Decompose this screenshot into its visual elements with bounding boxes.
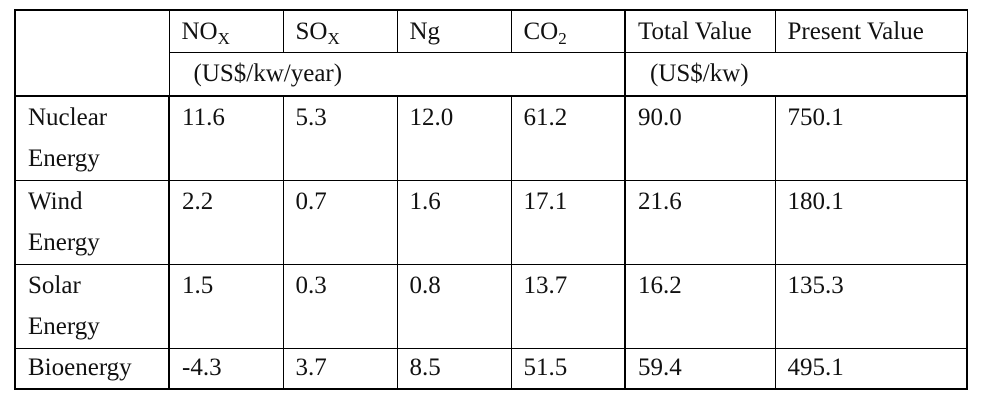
header-row: NOX SOX Ng CO2 Total Value Present Value <box>14 9 968 97</box>
cell-present-value: 750.1 <box>775 96 968 181</box>
cell-nox: 11.6 <box>169 96 284 181</box>
cell-ng: 0.8 <box>397 264 512 349</box>
cell-ng: 8.5 <box>397 348 512 390</box>
row-label: Nuclear Energy <box>14 96 170 181</box>
header-units-row: (US$/kw/year) (US$/kw) <box>15 52 968 97</box>
table-row-wind: Wind Energy 2.2 0.7 1.6 17.1 21.6 180.1 <box>14 180 968 265</box>
cell-present-value: 180.1 <box>775 180 968 265</box>
cell-sox: 3.7 <box>283 348 398 390</box>
cell-total-value: 90.0 <box>625 96 776 181</box>
cell-co2: 61.2 <box>511 96 626 181</box>
cell-nox: -4.3 <box>169 348 284 390</box>
unit-capacity-label: (US$/kw) <box>625 52 968 97</box>
cell-co2: 13.7 <box>511 264 626 349</box>
row-label: Solar Energy <box>14 264 170 349</box>
header-nox: NOX <box>169 9 284 53</box>
row-label: Bioenergy <box>14 348 170 390</box>
table-row-solar: Solar Energy 1.5 0.3 0.8 13.7 16.2 135.3 <box>14 264 968 349</box>
cell-sox: 0.3 <box>283 264 398 349</box>
cell-total-value: 16.2 <box>625 264 776 349</box>
cell-co2: 17.1 <box>511 180 626 265</box>
cell-total-value: 21.6 <box>625 180 776 265</box>
cell-present-value: 135.3 <box>775 264 968 349</box>
header-present-value: Present Value <box>775 9 968 53</box>
row-label: Wind Energy <box>14 180 170 265</box>
cell-sox: 5.3 <box>283 96 398 181</box>
table-row-nuclear: Nuclear Energy 11.6 5.3 12.0 61.2 90.0 75… <box>14 96 968 181</box>
cell-total-value: 59.4 <box>625 348 776 390</box>
cell-ng: 12.0 <box>397 96 512 181</box>
cell-sox: 0.7 <box>283 180 398 265</box>
cell-present-value: 495.1 <box>775 348 968 390</box>
cell-ng: 1.6 <box>397 180 512 265</box>
cell-nox: 2.2 <box>169 180 284 265</box>
header-co2: CO2 <box>511 9 626 53</box>
emission-value-table: NOX SOX Ng CO2 Total Value Present Value… <box>14 9 968 390</box>
header-sox: SOX <box>283 9 398 53</box>
unit-annual-label: (US$/kw/year) <box>169 52 626 97</box>
cell-nox: 1.5 <box>169 264 284 349</box>
header-corner-cell <box>14 9 170 97</box>
cell-co2: 51.5 <box>511 348 626 390</box>
header-ng: Ng <box>397 9 512 53</box>
table-row-bioenergy: Bioenergy -4.3 3.7 8.5 51.5 59.4 495.1 <box>14 348 968 390</box>
header-total-value: Total Value <box>625 9 776 53</box>
